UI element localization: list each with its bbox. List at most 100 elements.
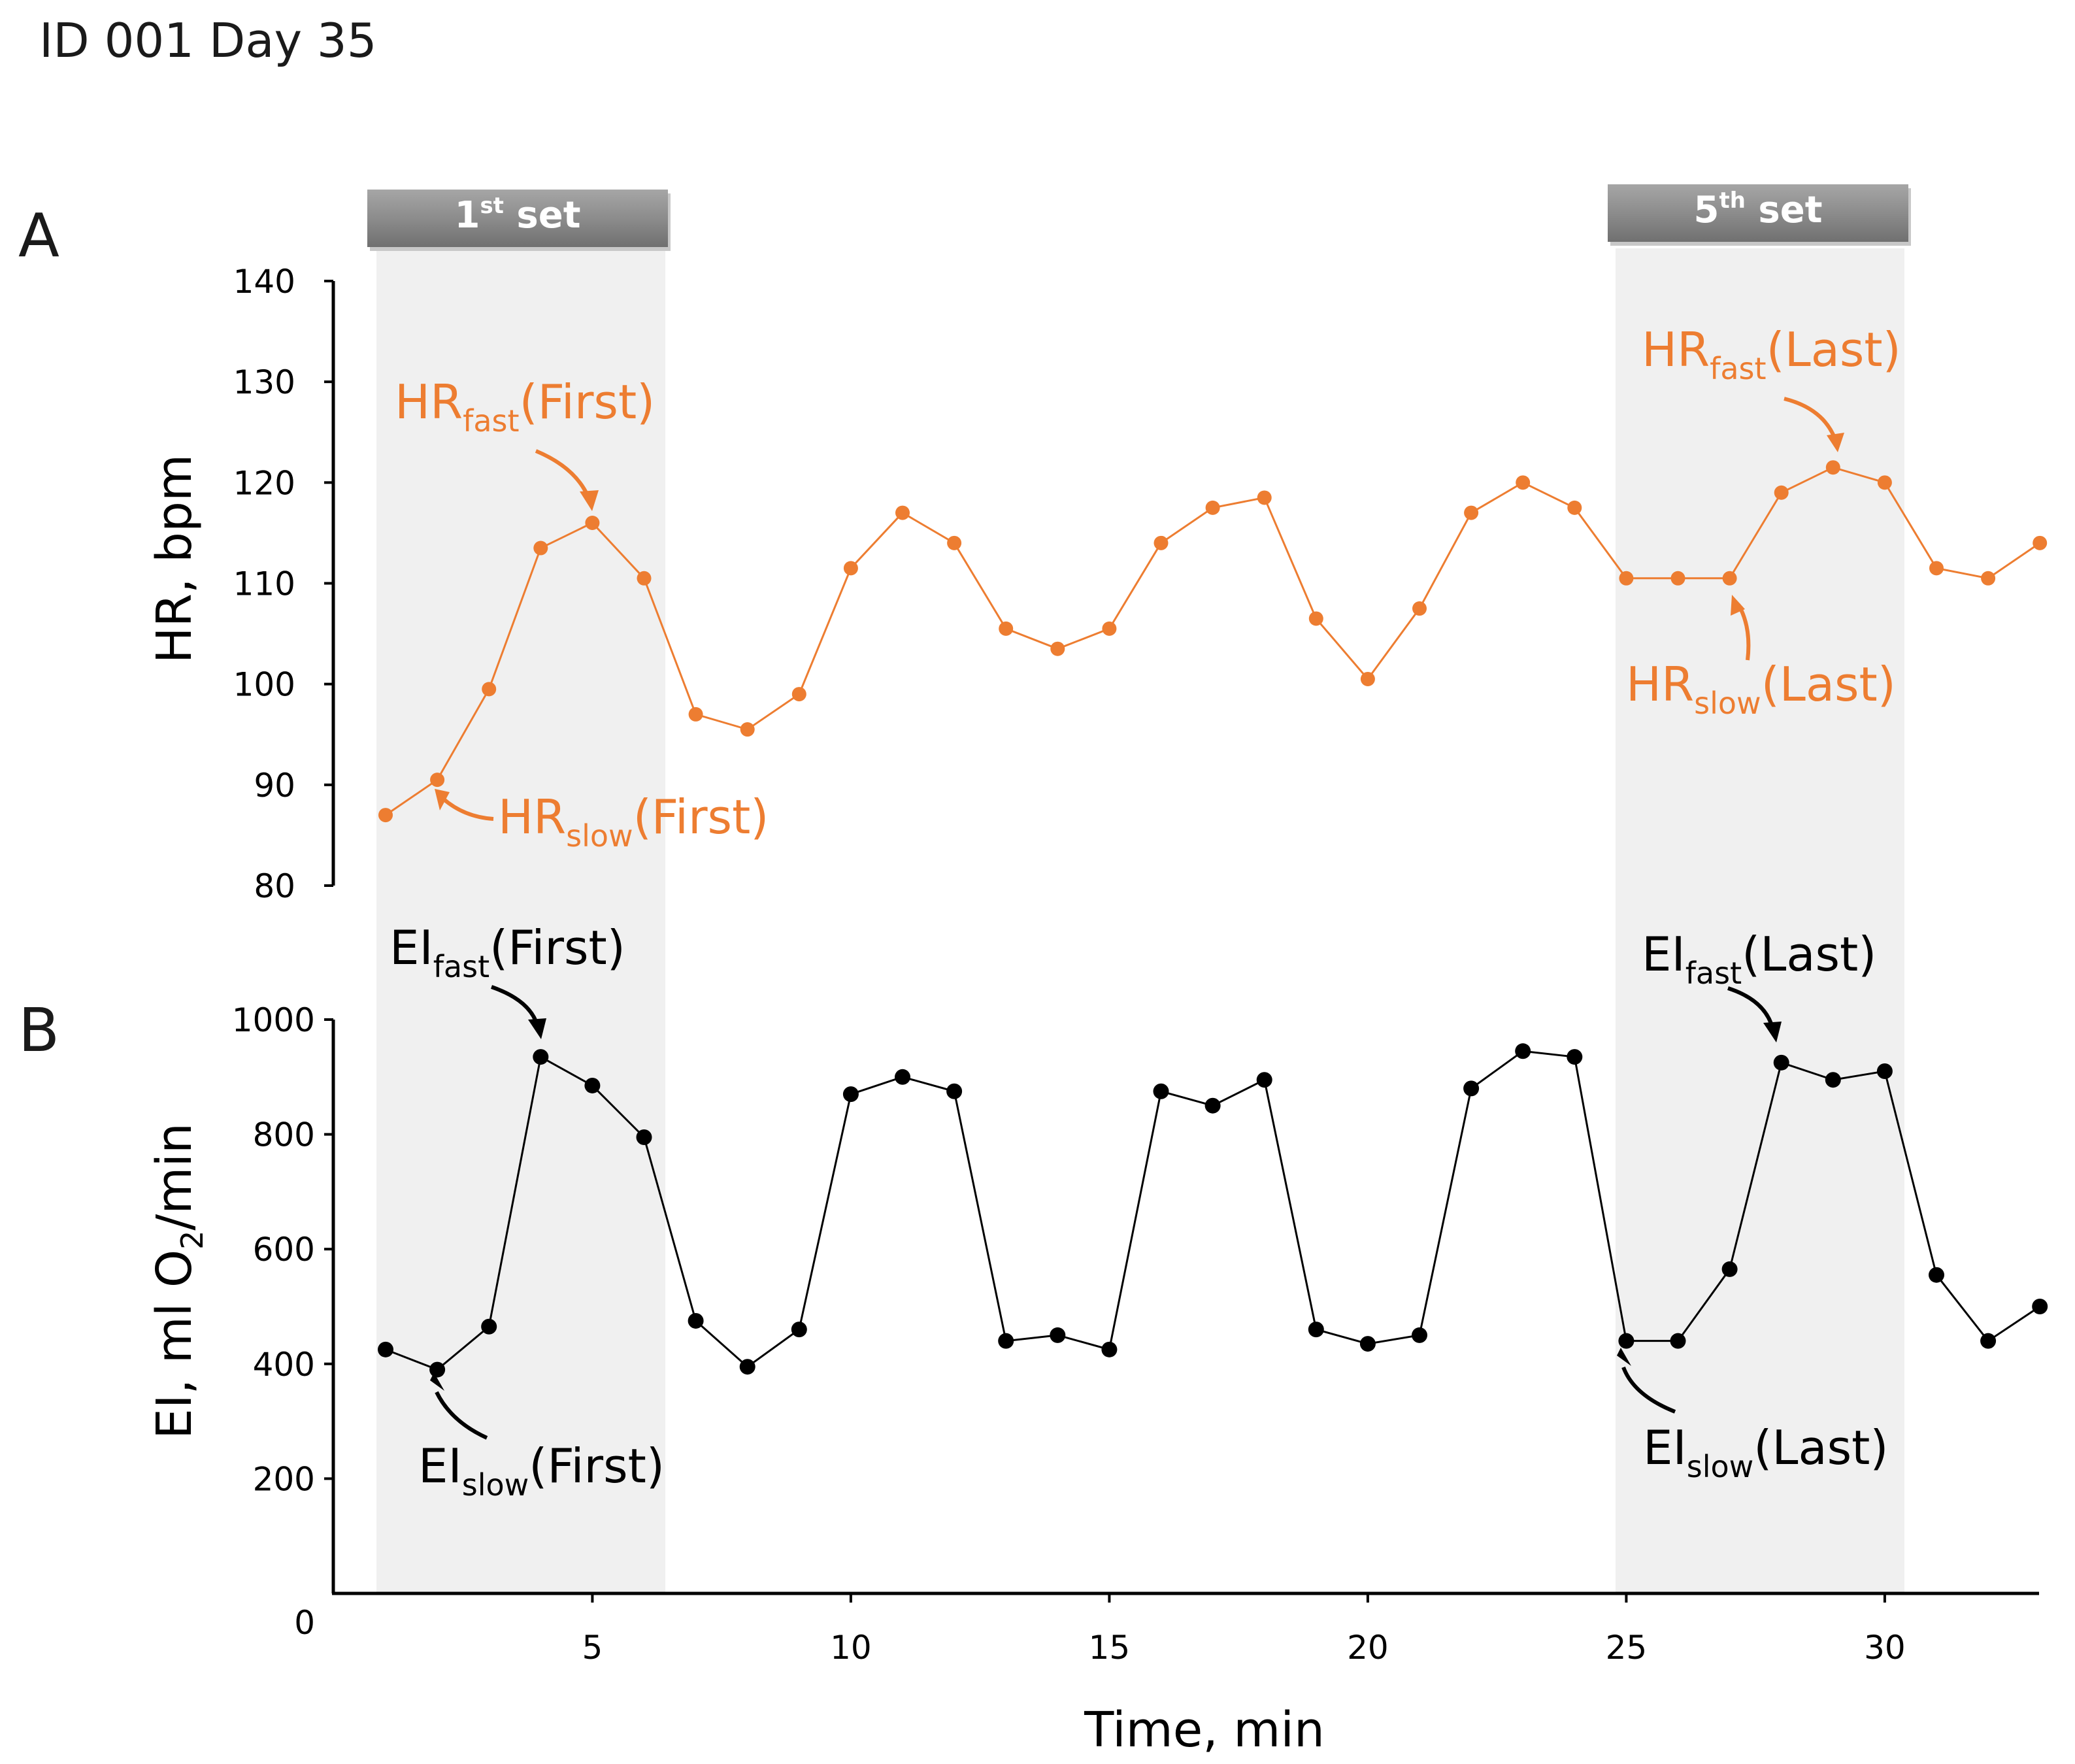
arrow-hr-fast-last bbox=[1784, 397, 1837, 441]
hr-data-point bbox=[1308, 611, 1323, 626]
hr-data-point bbox=[895, 505, 910, 520]
x-tick-label: 15 bbox=[1089, 1629, 1131, 1667]
x-tick-label: 5 bbox=[582, 1629, 603, 1667]
ei-data-point bbox=[842, 1086, 859, 1103]
hr-data-point bbox=[999, 621, 1014, 636]
hr-data-point bbox=[1050, 641, 1065, 656]
label-ei-slow-last: EIslow(Last) bbox=[1643, 1420, 1888, 1484]
ei-data-point bbox=[1567, 1049, 1583, 1065]
hr-data-point bbox=[1516, 475, 1531, 490]
ei-data-point bbox=[1463, 1080, 1480, 1097]
set-shade-first bbox=[376, 248, 665, 1593]
ei-y-tick-label: 800 bbox=[253, 1116, 315, 1154]
hr-data-point bbox=[791, 687, 806, 702]
hr-data-point bbox=[1619, 571, 1634, 586]
ei-annotation-arrows bbox=[435, 985, 1774, 1440]
hr-data-point bbox=[1102, 621, 1117, 636]
ei-y-ticks: 0 200 400 600 800 1000 bbox=[232, 1001, 333, 1642]
label-hr-slow-first: HRslow(First) bbox=[498, 790, 769, 854]
ei-data-point bbox=[2032, 1299, 2048, 1314]
svg-text:1st set: 1st set bbox=[454, 193, 580, 237]
hr-annotation-arrowheads bbox=[435, 433, 1844, 810]
hr-data-point bbox=[1205, 500, 1220, 515]
label-hr-fast-last: HRfast(Last) bbox=[1642, 322, 1901, 386]
hr-data-point bbox=[1670, 571, 1685, 586]
arrowhead-hr-fast-first bbox=[580, 490, 599, 511]
hr-data-point bbox=[843, 561, 858, 576]
hr-data-point bbox=[1154, 535, 1169, 550]
hr-data-point bbox=[1825, 460, 1840, 475]
ei-data-point bbox=[1256, 1072, 1272, 1088]
ei-data-point bbox=[533, 1049, 549, 1065]
ei-data-point bbox=[1308, 1322, 1324, 1338]
arrowhead-ei-fast-last bbox=[1763, 1022, 1782, 1042]
ei-annotation-arrowheads bbox=[430, 1018, 1782, 1391]
ei-data-point bbox=[378, 1341, 393, 1357]
ei-data-point bbox=[1515, 1043, 1531, 1059]
ei-data-point bbox=[1204, 1097, 1221, 1114]
panel-label-a: A bbox=[18, 201, 59, 271]
hr-data-point bbox=[430, 773, 445, 788]
panel-label-b: B bbox=[18, 995, 59, 1065]
hr-data-point bbox=[1722, 571, 1737, 586]
hr-data-point bbox=[2033, 535, 2048, 550]
ei-data-point bbox=[481, 1318, 497, 1335]
hr-y-ticks: 80 90 100 110 120 130 140 bbox=[233, 263, 333, 905]
hr-data-point bbox=[585, 516, 600, 530]
hr-y-axis-title: HR, bpm bbox=[146, 454, 203, 663]
ei-y-tick-label: 600 bbox=[253, 1231, 315, 1269]
x-tick-label: 25 bbox=[1606, 1629, 1648, 1667]
hr-data-point bbox=[1981, 571, 1996, 586]
set-shade-fifth bbox=[1616, 248, 1904, 1593]
arrowhead-ei-fast-first bbox=[528, 1018, 546, 1039]
ei-data-point bbox=[1773, 1054, 1789, 1071]
label-ei-fast-last: EIfast(Last) bbox=[1642, 927, 1876, 991]
ei-data-point bbox=[584, 1077, 601, 1093]
arrowhead-hr-slow-last bbox=[1731, 595, 1745, 616]
hr-y-tick-label: 90 bbox=[254, 767, 295, 805]
figure-title: ID 001 Day 35 bbox=[39, 13, 377, 68]
label-hr-slow-last: HRslow(Last) bbox=[1626, 657, 1896, 721]
ei-data-point bbox=[946, 1083, 963, 1099]
arrowhead-ei-slow-first bbox=[430, 1373, 444, 1391]
ei-y-tick-label: 200 bbox=[253, 1460, 315, 1498]
hr-y-tick-label: 140 bbox=[233, 263, 295, 301]
hr-y-tick-label: 100 bbox=[233, 666, 295, 704]
hr-data-point bbox=[378, 808, 393, 823]
ei-series-points bbox=[378, 1043, 2048, 1378]
x-axis-title: Time, min bbox=[1084, 1702, 1325, 1758]
hr-y-tick-label: 80 bbox=[254, 867, 295, 905]
ei-data-point bbox=[739, 1359, 755, 1375]
arrow-ei-slow-first bbox=[435, 1391, 488, 1440]
arrowhead-ei-slow-last bbox=[1617, 1348, 1631, 1366]
ei-data-point bbox=[1153, 1083, 1169, 1099]
hr-series-points bbox=[378, 460, 2048, 823]
label-ei-slow-first: EIslow(First) bbox=[418, 1439, 665, 1503]
ei-data-point bbox=[998, 1333, 1014, 1349]
ei-data-point bbox=[1412, 1327, 1427, 1343]
ei-data-point bbox=[1876, 1063, 1893, 1080]
ei-y-axis-title-post: /min bbox=[146, 1123, 203, 1230]
set-banner-fifth: 5th set bbox=[1608, 184, 1911, 246]
banner-fifth-main: 5 bbox=[1693, 189, 1719, 231]
ei-y-tick-label: 1000 bbox=[232, 1001, 315, 1039]
ei-data-point bbox=[1618, 1333, 1635, 1349]
hr-data-point bbox=[688, 707, 703, 722]
ei-data-point bbox=[1050, 1327, 1066, 1343]
hr-data-point bbox=[1877, 475, 1892, 490]
ei-data-point bbox=[1721, 1261, 1738, 1277]
hr-data-point bbox=[1360, 671, 1375, 686]
x-ticks: 5 10 15 20 25 30 bbox=[582, 1593, 1906, 1667]
banner-first-sup: st bbox=[480, 193, 504, 219]
ei-y-axis-title: EI, ml O2/min bbox=[146, 1123, 210, 1439]
hr-data-point bbox=[1464, 505, 1479, 520]
ei-data-point bbox=[1670, 1333, 1686, 1349]
ei-data-point bbox=[791, 1322, 807, 1338]
arrowhead-hr-slow-first bbox=[435, 789, 450, 810]
arrow-hr-slow-first bbox=[442, 797, 494, 821]
hr-y-tick-label: 120 bbox=[233, 464, 295, 502]
hr-y-tick-label: 110 bbox=[233, 565, 295, 603]
label-hr-fast-first: HRfast(First) bbox=[395, 374, 655, 439]
hr-data-point bbox=[1567, 500, 1582, 515]
